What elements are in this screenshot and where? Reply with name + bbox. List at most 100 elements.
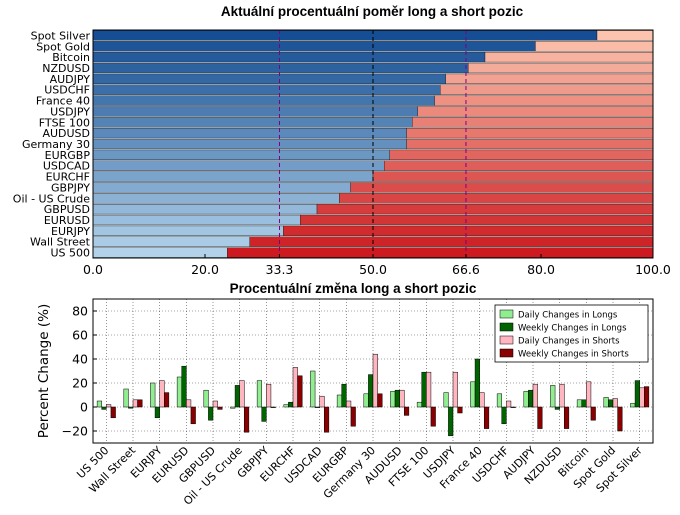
- short-bar: [384, 160, 654, 171]
- x-tick-label: 66.6: [452, 262, 480, 277]
- change-bar: [212, 400, 218, 408]
- change-bar: [186, 399, 192, 408]
- change-bar: [217, 406, 223, 410]
- category-label: NZDUSD: [42, 62, 90, 75]
- x-tick-label: 20.0: [191, 262, 219, 277]
- long-bar: [92, 138, 407, 150]
- top-chart-title: Aktuální procentuální poměr long a short…: [221, 4, 524, 19]
- change-bar: [479, 392, 485, 408]
- category-label: USDJPY: [50, 105, 90, 118]
- long-bar: [92, 204, 318, 215]
- long-bar: [92, 41, 536, 52]
- change-bar: [128, 406, 134, 409]
- short-bar: [389, 149, 654, 160]
- category-label: AUDJPY: [50, 73, 91, 86]
- x-tick-label: 50.0: [359, 262, 387, 277]
- bottom-chart-legend: Daily Changes in Longs Weekly Changes in …: [494, 304, 649, 363]
- category-label: Oil - US Crude: [13, 192, 90, 205]
- change-bar: [239, 380, 245, 408]
- change-bar: [617, 406, 623, 432]
- change-bar: [164, 392, 170, 408]
- change-bar: [181, 365, 187, 408]
- category-label: Spot Silver: [31, 29, 91, 42]
- change-bar: [559, 383, 565, 408]
- change-bar: [292, 367, 298, 408]
- long-bar: [92, 182, 351, 193]
- change-bar: [288, 401, 294, 408]
- change-bar: [581, 399, 587, 408]
- change-bar: [523, 391, 529, 408]
- change-bar: [101, 406, 107, 410]
- change-bar: [506, 400, 512, 408]
- top-chart-reference-lines: [278, 30, 467, 258]
- change-bar: [336, 394, 342, 408]
- change-bar: [426, 371, 432, 408]
- change-bar: [363, 393, 369, 408]
- long-bar: [92, 95, 435, 106]
- long-bar: [92, 128, 407, 139]
- change-bar: [532, 383, 538, 408]
- change-bar: [537, 406, 543, 429]
- short-bar: [484, 52, 654, 63]
- change-bar: [430, 406, 436, 427]
- legend-swatch: [499, 322, 514, 332]
- category-label: Bitcoin: [52, 51, 90, 64]
- short-bar: [249, 236, 654, 247]
- category-label: EURCHF: [46, 171, 90, 184]
- change-bar: [150, 382, 156, 408]
- change-bar: [208, 406, 214, 421]
- legend-label: Daily Changes in Shorts: [518, 337, 620, 347]
- change-bar: [297, 375, 303, 408]
- change-bar: [261, 406, 267, 422]
- category-label: USDCHF: [44, 84, 90, 97]
- change-bar: [314, 406, 320, 408]
- change-bar: [368, 374, 374, 408]
- change-bar: [176, 376, 182, 408]
- y-tick-label: 80: [72, 304, 88, 319]
- bottom-chart-bars: [96, 353, 650, 437]
- change-bar: [496, 393, 502, 408]
- short-bar: [440, 84, 654, 95]
- change-bar: [203, 389, 209, 408]
- change-bar: [123, 388, 129, 408]
- change-bar: [390, 391, 396, 408]
- bottom-chart-y-axis-label: Percent Change (%): [36, 304, 52, 438]
- legend-label: Weekly Changes in Shorts: [518, 350, 629, 360]
- long-bar: [92, 30, 598, 41]
- y-tick-label: −20: [62, 424, 88, 439]
- change-bar: [470, 381, 476, 408]
- change-bar: [190, 406, 196, 425]
- change-bar: [564, 406, 570, 429]
- change-bar: [457, 406, 463, 414]
- change-bar: [528, 389, 534, 408]
- short-bar: [316, 204, 654, 215]
- long-bar: [92, 62, 469, 74]
- short-bar: [417, 106, 654, 117]
- short-bar: [372, 171, 654, 182]
- legend-box: [494, 304, 649, 363]
- category-label: EURUSD: [44, 214, 90, 227]
- change-bar: [154, 406, 160, 419]
- change-bar: [310, 370, 316, 408]
- short-bar: [406, 138, 654, 150]
- category-label: GBPJPY: [51, 181, 90, 194]
- change-bar: [603, 397, 609, 408]
- long-bar: [92, 214, 301, 226]
- long-bar: [92, 106, 418, 117]
- change-bar: [137, 399, 143, 408]
- legend-label: Daily Changes in Longs: [518, 311, 618, 321]
- change-bar: [394, 389, 400, 408]
- top-chart-bars: [92, 30, 654, 258]
- change-bar: [443, 392, 449, 408]
- long-bar: [92, 236, 251, 247]
- change-bar: [421, 371, 427, 408]
- short-bar: [412, 117, 654, 128]
- top-chart-frame: [92, 29, 654, 259]
- long-bar: [92, 84, 441, 95]
- change-bar: [283, 404, 289, 408]
- change-bar: [270, 406, 276, 408]
- change-bar: [550, 385, 556, 408]
- change-bar: [590, 406, 596, 421]
- legend-swatch: [499, 309, 514, 319]
